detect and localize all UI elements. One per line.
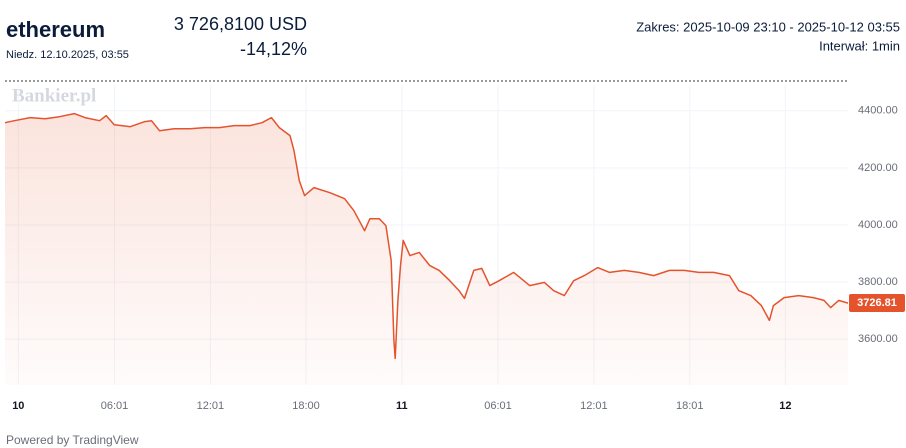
- watermark: Bankier.pl: [12, 85, 96, 106]
- x-tick-label: 10: [12, 400, 24, 412]
- x-tick-label: 06:01: [101, 400, 129, 412]
- change: -14,12%: [240, 39, 307, 59]
- x-tick-label: 12:01: [580, 400, 608, 412]
- x-tick-label: 06:01: [484, 400, 512, 412]
- x-tick-label: 18:00: [292, 400, 320, 412]
- x-tick-label: 11: [396, 400, 408, 412]
- footer: Powered by TradingView: [6, 433, 139, 447]
- asset-title: ethereum: [6, 17, 105, 42]
- date: Niedz. 12.10.2025, 03:55: [6, 49, 129, 61]
- y-tick-label: 4200.00: [858, 162, 898, 174]
- y-tick-label: 4000.00: [858, 219, 898, 231]
- price-line: [4, 112, 849, 360]
- y-tick-label: 3800.00: [858, 276, 898, 288]
- x-tick-label: 12:01: [197, 400, 225, 412]
- interval: Interwał: 1min: [819, 38, 900, 53]
- price: 3 726,8100 USD: [174, 14, 307, 34]
- y-tick-label: 4400.00: [858, 105, 898, 117]
- y-tick-label: 3600.00: [858, 333, 898, 345]
- x-tick-label: 12: [779, 400, 791, 412]
- last-price-tag: [849, 294, 905, 313]
- area: [5, 113, 848, 385]
- last-price-label: 3726.81: [857, 297, 897, 309]
- range: Zakres: 2025-10-09 23:10 - 2025-10-12 03…: [636, 19, 900, 34]
- x-tick-label: 18:01: [676, 400, 704, 412]
